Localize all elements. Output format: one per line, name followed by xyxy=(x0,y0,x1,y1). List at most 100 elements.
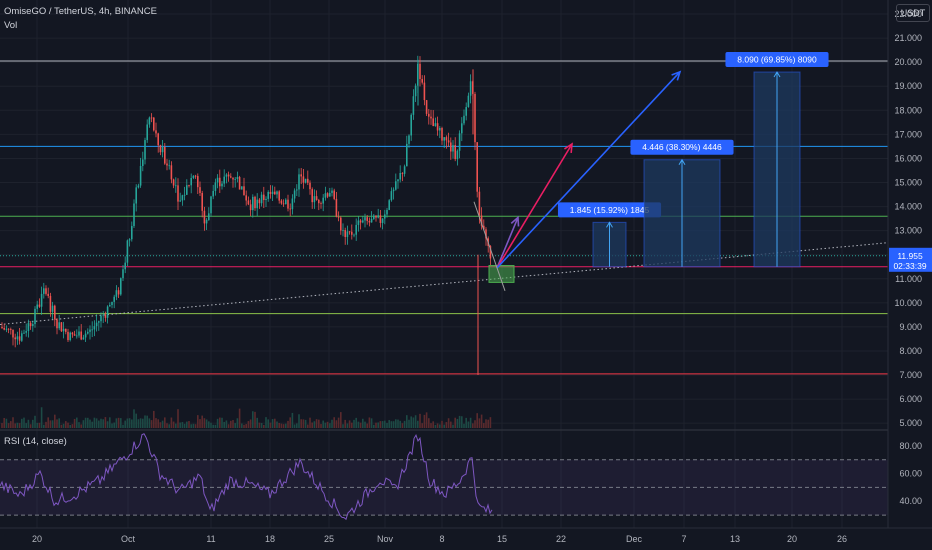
candle-body xyxy=(260,194,263,204)
candle-body xyxy=(21,333,23,341)
volume-bar xyxy=(100,418,102,428)
volume-bar xyxy=(161,420,164,428)
candle-body xyxy=(483,225,485,230)
candle-body xyxy=(406,143,408,167)
volume-bar xyxy=(386,422,388,428)
volume-bar xyxy=(166,423,168,428)
volume-bar xyxy=(21,418,23,428)
candle-body xyxy=(370,218,373,223)
volume-bar xyxy=(315,419,318,428)
volume-bar xyxy=(260,423,263,428)
volume-bar xyxy=(412,417,415,428)
volume-bar xyxy=(122,424,124,428)
volume-bar xyxy=(392,421,395,428)
candle-body xyxy=(432,118,434,127)
symbol-title[interactable]: OmiseGO / TetherUS, 4h, BINANCE xyxy=(4,6,157,17)
volume-bar xyxy=(252,411,254,428)
price-tick: 7.000 xyxy=(899,370,922,380)
candle-body xyxy=(439,127,441,131)
candle-body xyxy=(322,197,324,204)
price-tick: 19.000 xyxy=(894,81,922,91)
volume-bar xyxy=(329,423,331,428)
arrow-blue-head xyxy=(671,70,682,81)
candle-body xyxy=(373,215,375,219)
volume-bar xyxy=(333,417,335,428)
candle-body xyxy=(142,159,144,166)
volume-bar xyxy=(443,424,445,428)
candle-body xyxy=(201,192,203,211)
candle-body xyxy=(359,220,362,223)
candle-body xyxy=(309,182,311,190)
volume-bar xyxy=(131,419,133,428)
volume-bar xyxy=(254,411,256,428)
candle-body xyxy=(324,193,327,198)
candle-body xyxy=(78,331,80,336)
price-tick: 14.000 xyxy=(894,202,922,212)
candle-body xyxy=(478,191,481,216)
candle-body xyxy=(320,203,322,205)
candle-body xyxy=(267,191,269,199)
candle-body xyxy=(82,337,85,340)
volume-bar xyxy=(159,422,162,428)
volume-bar xyxy=(430,423,432,428)
volume-bar xyxy=(38,422,41,428)
candle-body xyxy=(186,185,188,195)
volume-bar xyxy=(256,417,258,428)
candle-body xyxy=(252,196,254,211)
rsi-tick: 80.00 xyxy=(899,441,922,451)
volume-bar xyxy=(395,419,397,428)
volume-bar xyxy=(71,424,74,428)
candle-body xyxy=(351,231,353,235)
candle-body xyxy=(337,216,340,218)
candle-body xyxy=(166,163,168,166)
rsi-tick: 40.00 xyxy=(899,496,922,506)
thin-line xyxy=(473,201,506,291)
volume-bar xyxy=(368,417,371,428)
volume-bar xyxy=(414,415,417,428)
candle-body xyxy=(40,293,43,307)
candle-body xyxy=(399,173,401,180)
volume-bar xyxy=(241,423,243,428)
volume-bar xyxy=(236,418,239,428)
volume-bar xyxy=(40,407,43,428)
candle-body xyxy=(364,217,366,221)
price-tick: 22.000 xyxy=(894,9,922,19)
volume-bar xyxy=(243,424,245,428)
measure-label-bg xyxy=(725,52,829,68)
volume-bar xyxy=(390,421,393,428)
volume-bar xyxy=(359,422,362,428)
volume-bar xyxy=(298,414,300,428)
candle-body xyxy=(188,185,190,186)
volume-bar xyxy=(27,419,30,428)
volume-bar xyxy=(139,418,142,428)
candle-body xyxy=(14,337,16,340)
candle-body xyxy=(381,218,384,223)
currency-selector[interactable]: USDT xyxy=(896,4,930,22)
volume-bar xyxy=(423,414,426,428)
candle-body xyxy=(25,331,27,333)
candle-body xyxy=(210,196,212,214)
volume-bar xyxy=(43,424,45,428)
volume-bar xyxy=(304,419,307,428)
volume-bar xyxy=(353,419,355,428)
price-tick: 21.000 xyxy=(894,33,922,43)
measure-arrow xyxy=(606,221,613,228)
drawings[interactable]: 1.845 (15.92%) 1845 4.446 (38.30%) 4446 8.… xyxy=(473,52,829,291)
candle-body xyxy=(47,293,49,296)
candle-body xyxy=(247,200,250,205)
price-tick: 9.000 xyxy=(899,322,922,332)
candle-body xyxy=(95,322,98,327)
volume-bar xyxy=(489,417,492,428)
volume-bar xyxy=(249,419,252,428)
candle-body xyxy=(117,290,120,295)
candle-body xyxy=(100,315,102,322)
volume-bar xyxy=(179,422,181,428)
candle-body xyxy=(269,191,272,194)
candle-body xyxy=(296,189,298,191)
volume-bar xyxy=(183,423,186,428)
volume-bar xyxy=(450,421,452,428)
volume-bar xyxy=(485,419,487,428)
candle-body xyxy=(329,192,331,197)
volume-bar xyxy=(67,422,69,428)
